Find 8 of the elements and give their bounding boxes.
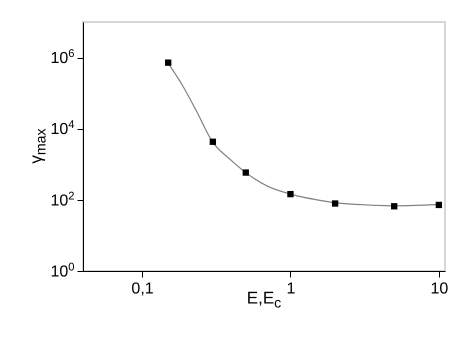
- y-tick-label: 10$^{0}$: [50, 262, 74, 280]
- x-axis-title: E,E$_{c}$: [246, 288, 282, 312]
- y-tick-label: 10$^{2}$: [50, 190, 74, 210]
- x-tick-label: 10: [430, 280, 448, 298]
- x-tick-label: 1: [286, 280, 296, 298]
- x-tick-label: 0,1: [131, 280, 154, 298]
- y-tick-label: 10$^{6}$: [50, 48, 74, 68]
- y-tick-label: 10$^{4}$: [50, 119, 74, 138]
